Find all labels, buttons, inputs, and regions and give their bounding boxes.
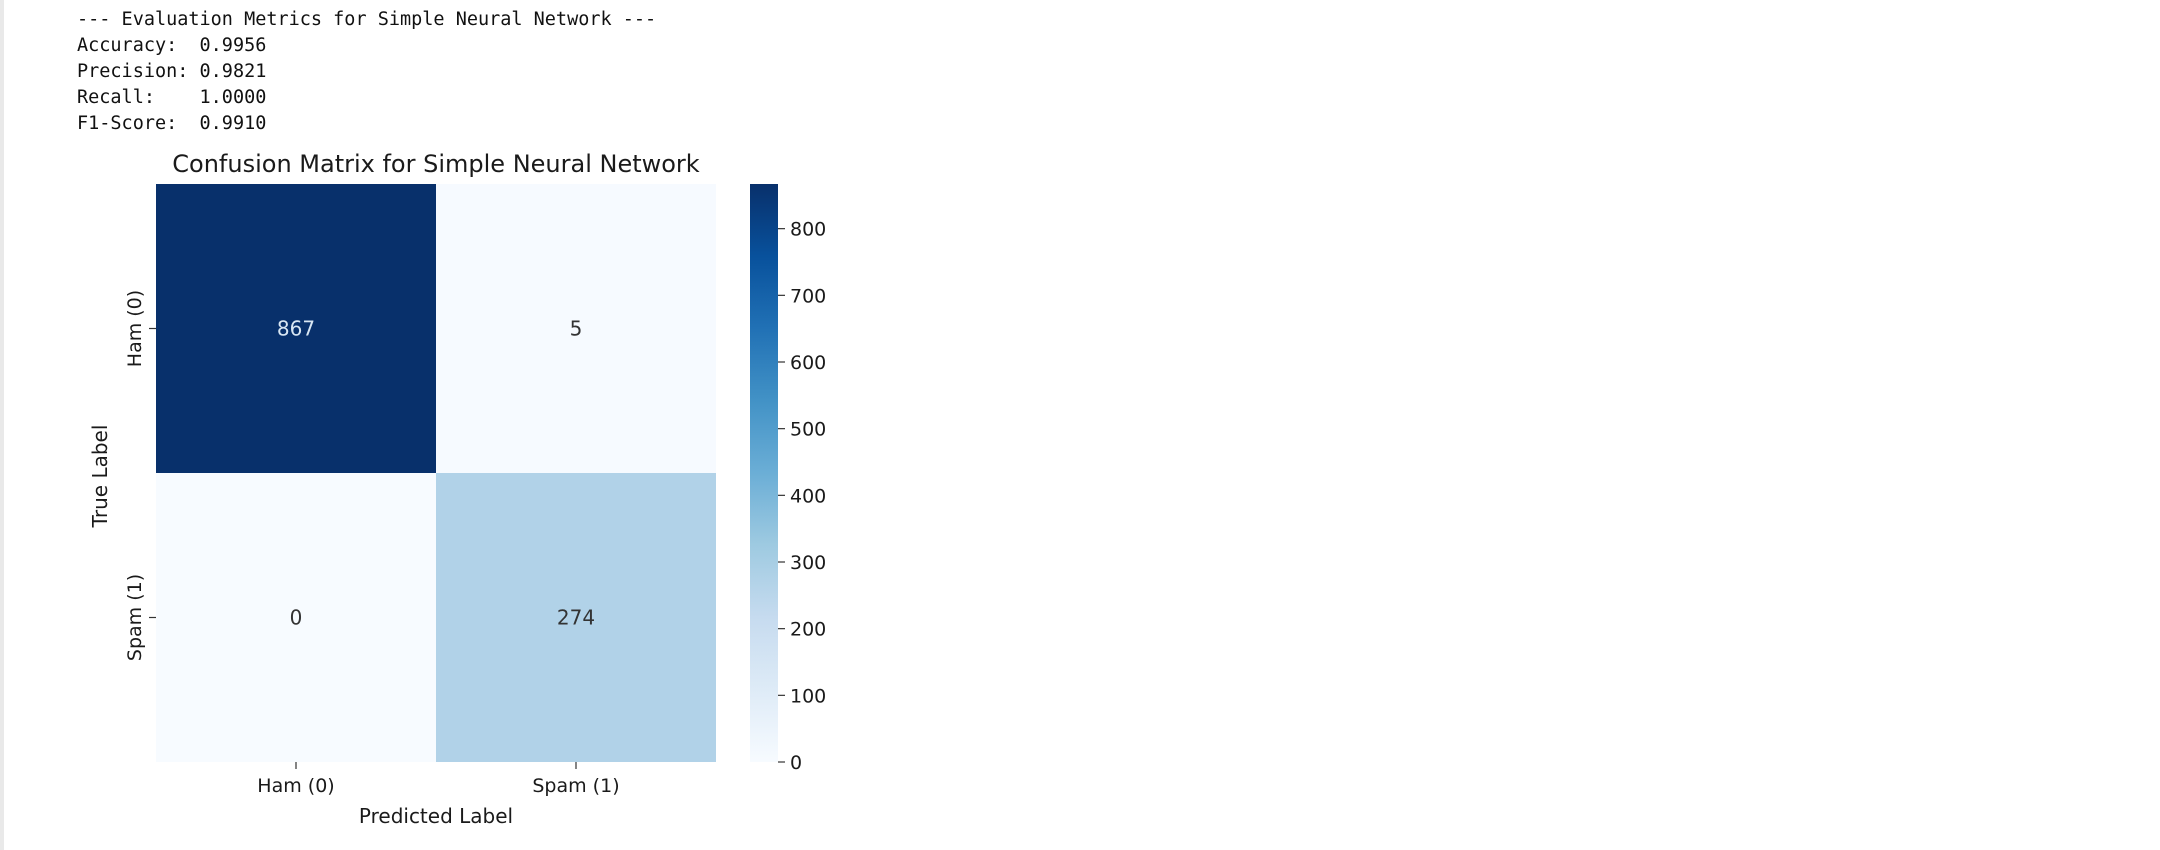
cell-output-area: --- Evaluation Metrics for Simple Neural… xyxy=(4,0,2160,850)
colorbar-tick-label: 400 xyxy=(790,485,826,507)
colorbar-tick-label: 0 xyxy=(790,752,802,774)
metric-value: 1.0000 xyxy=(199,87,267,108)
colorbar-tick-label: 200 xyxy=(790,619,826,641)
metric-label: Recall: xyxy=(77,87,200,108)
x-tick-label: Ham (0) xyxy=(257,775,334,797)
colorbar-tick-label: 100 xyxy=(790,685,826,707)
y-axis-label: True Label xyxy=(88,425,112,529)
x-tick-label: Spam (1) xyxy=(532,775,619,797)
cell-value-label: 5 xyxy=(570,317,583,341)
colorbar xyxy=(750,184,778,762)
cell-gutter xyxy=(0,0,4,850)
heatmap-cell xyxy=(156,473,436,762)
cell-value-label: 0 xyxy=(290,606,303,630)
heatmap-cell xyxy=(436,473,716,762)
metric-f1-score: F1-Score: 0.9910 xyxy=(77,111,656,137)
x-axis-label: Predicted Label xyxy=(359,804,513,828)
metrics-header: --- Evaluation Metrics for Simple Neural… xyxy=(77,9,657,30)
colorbar-tick-label: 700 xyxy=(790,285,826,307)
confusion-matrix-chart: Confusion Matrix for Simple Neural Netwo… xyxy=(88,150,826,828)
cell-value-label: 274 xyxy=(557,606,595,630)
metric-value: 0.9956 xyxy=(199,35,267,56)
colorbar-tick-label: 500 xyxy=(790,419,826,441)
y-tick-label: Ham (0) xyxy=(124,290,146,367)
metric-value: 0.9910 xyxy=(199,113,267,134)
confusion-matrix-figure: Confusion Matrix for Simple Neural Netwo… xyxy=(64,140,864,840)
y-tick-label: Spam (1) xyxy=(124,574,146,661)
metric-label: Accuracy: xyxy=(77,35,200,56)
stdout-stream: --- Evaluation Metrics for Simple Neural… xyxy=(77,7,656,137)
heatmap-cell xyxy=(156,184,436,473)
metric-label: F1-Score: xyxy=(77,113,200,134)
metric-value: 0.9821 xyxy=(199,61,267,82)
colorbar-tick-label: 600 xyxy=(790,352,826,374)
metric-precision: Precision: 0.9821 xyxy=(77,59,656,85)
colorbar-tick-label: 300 xyxy=(790,552,826,574)
cell-value-label: 867 xyxy=(277,317,315,341)
heatmap-cell xyxy=(436,184,716,473)
metric-recall: Recall: 1.0000 xyxy=(77,85,656,111)
colorbar-tick-label: 800 xyxy=(790,219,826,241)
metric-accuracy: Accuracy: 0.9956 xyxy=(77,33,656,59)
metric-label: Precision: xyxy=(77,61,200,82)
chart-title: Confusion Matrix for Simple Neural Netwo… xyxy=(172,150,700,178)
